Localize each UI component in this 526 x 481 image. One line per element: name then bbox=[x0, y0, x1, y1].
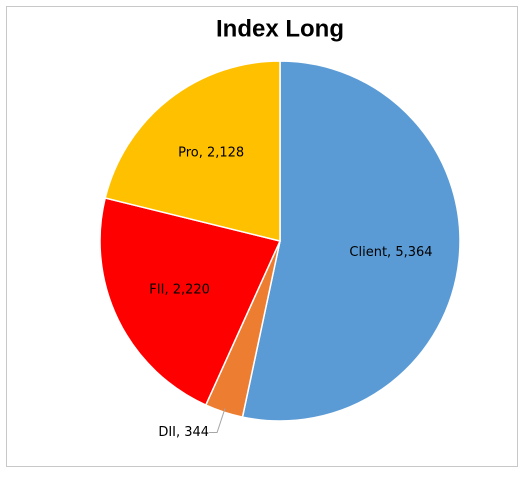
pie-slice bbox=[99, 197, 282, 406]
data-label: Client, 5,364 bbox=[349, 245, 432, 260]
data-label: FII, 2,220 bbox=[149, 282, 210, 297]
data-label: Pro, 2,128 bbox=[178, 146, 244, 161]
chart-title: Index Long bbox=[216, 15, 344, 42]
pie-slice bbox=[104, 60, 281, 242]
pie-slice bbox=[241, 60, 461, 422]
data-label: DII, 344 bbox=[158, 425, 209, 440]
leader-line bbox=[209, 408, 226, 434]
